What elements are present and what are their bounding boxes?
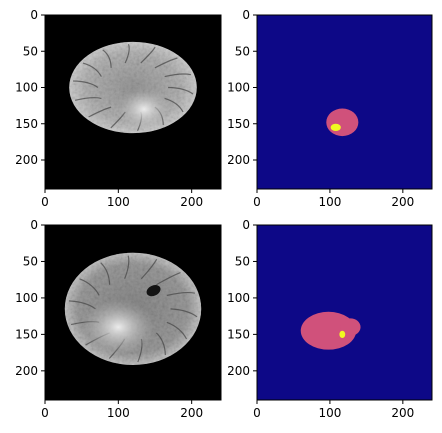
x-tick-label: 0: [41, 406, 49, 420]
axes-frame: [256, 224, 433, 401]
sulcus-line: [166, 321, 188, 340]
mask-region-core: [339, 330, 346, 339]
x-tick-label: 0: [41, 195, 49, 209]
x-tick-label: 100: [318, 406, 341, 420]
y-tick-label: 100: [15, 291, 38, 305]
y-tick-label: 50: [235, 44, 250, 58]
dark-cavity: [146, 285, 161, 297]
y-tick-label: 150: [15, 327, 38, 341]
x-tick-label: 100: [318, 195, 341, 209]
mask-region-core: [330, 123, 341, 131]
x-tick-label: 200: [180, 406, 203, 420]
sulcus-line: [166, 292, 196, 297]
sulcus-line: [88, 106, 112, 118]
sulcus-line: [156, 272, 181, 286]
mask-background: [257, 225, 432, 400]
image-area: [45, 225, 221, 400]
sulcus-line: [164, 73, 192, 78]
image-area: [257, 225, 432, 400]
sulcus-line: [102, 49, 112, 68]
panel-row2-col2: 0 100 200 0 50 100 150 200: [227, 218, 433, 420]
mask-region-edema: [326, 108, 359, 137]
x-tick-label: 200: [391, 195, 414, 209]
axes-frame: [44, 224, 222, 401]
y-tick-label: 150: [227, 327, 250, 341]
sulcus-line: [73, 80, 99, 88]
y-tick-label: 0: [242, 8, 250, 22]
y-tick-label: 50: [235, 254, 250, 268]
image-area: [45, 15, 221, 189]
y-tick-label: 150: [15, 117, 38, 131]
mask-background: [257, 15, 432, 189]
sulcus-line: [74, 97, 102, 101]
sulcus-line: [154, 57, 178, 69]
y-tick-label: 200: [15, 364, 38, 378]
y-tick-label: 0: [30, 218, 38, 232]
brain-sulci: [73, 44, 194, 132]
panel-row2-col1: 0 100 200 0 50 100 150 200: [15, 218, 222, 420]
y-tick-label: 200: [227, 153, 250, 167]
sulcus-line: [155, 332, 166, 356]
y-tick-label: 50: [23, 44, 38, 58]
axes-frame: [256, 14, 433, 190]
sulcus-line: [164, 97, 184, 113]
x-tick-label: 200: [180, 195, 203, 209]
image-area: [257, 15, 432, 189]
panel-row1-col2: 0 100 200 0 50 100 150 200: [227, 8, 433, 209]
bright-lesion-region: [118, 88, 170, 130]
x-tick-label: 200: [391, 406, 414, 420]
y-tick-label: 0: [242, 218, 250, 232]
sulcus-line: [140, 258, 158, 280]
x-tick-label: 100: [107, 195, 130, 209]
sulcus-line: [168, 86, 194, 95]
y-tick-label: 100: [227, 291, 250, 305]
bright-lesion-region: [81, 299, 155, 355]
y-tick-label: 200: [15, 153, 38, 167]
y-tick-label: 100: [15, 81, 38, 95]
y-tick-label: 100: [227, 81, 250, 95]
sulcus-line: [140, 46, 156, 64]
sulcus-line: [100, 262, 111, 285]
x-tick-label: 0: [253, 195, 261, 209]
sulcus-line: [170, 308, 198, 318]
y-tick-label: 0: [30, 8, 38, 22]
sulcus-line: [124, 255, 130, 279]
sulcus-line: [82, 62, 102, 77]
panel-row1-col1: 0 100 200 0 50 100 150 200: [15, 8, 222, 209]
panels: 0 100 200 0 50 100 150 200 0 100 200 0 50 100 150 200 0 1…: [15, 8, 433, 420]
x-tick-label: 0: [253, 406, 261, 420]
mask-region-edema: [300, 311, 357, 350]
sulcus-line: [79, 278, 100, 296]
y-tick-label: 50: [23, 254, 38, 268]
x-tick-label: 100: [107, 406, 130, 420]
y-tick-label: 200: [227, 364, 250, 378]
y-tick-label: 150: [227, 117, 250, 131]
axes-frame: [44, 14, 222, 190]
mask-region-edema-lobe: [340, 318, 361, 336]
sulcus-line: [124, 44, 130, 64]
